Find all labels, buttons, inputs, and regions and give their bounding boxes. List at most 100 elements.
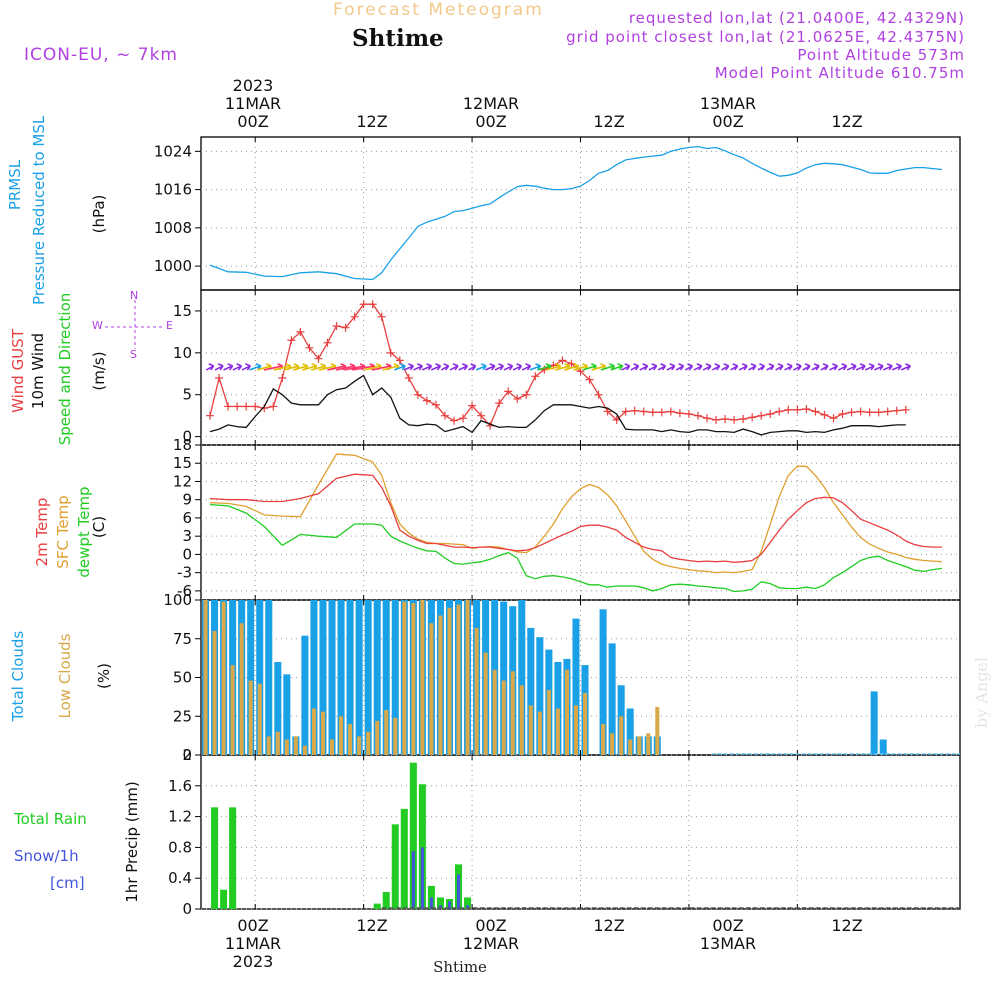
gust-marker — [440, 411, 449, 420]
low-cloud-bar — [646, 733, 651, 755]
low-cloud-bar — [564, 669, 569, 755]
top-year-label: 2023 — [232, 76, 274, 95]
gust-marker — [377, 312, 386, 321]
low-cloud-bar — [501, 680, 506, 755]
bottom-tick-12z-11mar: 12Z — [356, 916, 388, 935]
wind-arrow — [838, 363, 848, 371]
gust-marker — [630, 406, 639, 415]
low-cloud-bar — [420, 600, 425, 755]
gust-marker — [305, 343, 314, 352]
total-cloud-bar — [337, 600, 345, 755]
low-cloud-bar — [330, 739, 335, 755]
total-cloud-bar — [364, 600, 372, 755]
low-cloud-bar — [375, 720, 380, 755]
gust-marker — [341, 323, 350, 332]
top-tick-00z-12mar: 00Z — [475, 112, 507, 131]
wind-arrow — [721, 363, 730, 371]
low-cloud-bar — [510, 671, 515, 755]
bottom-tick-00z-12mar: 00Z — [475, 916, 507, 935]
wind-ytick-label: 10 — [173, 344, 192, 362]
precip-ytick-label: 1.6 — [168, 777, 192, 795]
gust-marker — [838, 410, 847, 418]
top-tick-00z-13mar: 00Z — [712, 112, 744, 131]
gust-marker — [703, 414, 711, 423]
precip-ytick-label: 2 — [182, 746, 192, 764]
location-title: Shtime — [352, 25, 444, 52]
gust-marker — [287, 336, 296, 345]
total-cloud-bar — [247, 600, 255, 755]
low-cloud-bar — [339, 716, 344, 755]
wind-arrow — [512, 363, 523, 371]
low-cloud-bar — [492, 669, 497, 755]
gust-marker — [657, 408, 666, 417]
snow-bar — [438, 905, 442, 909]
total-cloud-bar — [328, 600, 336, 755]
grid-point-coords: grid point closest lon,lat (21.0625E, 42… — [566, 28, 965, 46]
low-cloud-bar — [637, 736, 642, 755]
bottom-tick-00z-13mar: 00Z — [712, 916, 744, 935]
gust-marker — [648, 408, 657, 417]
wind-arrow — [900, 363, 911, 371]
low-cloud-bar — [293, 736, 298, 755]
wind-arrow — [829, 363, 839, 371]
wind-arrow — [431, 363, 442, 371]
wind-arrow — [784, 363, 793, 371]
wind-arrow — [458, 363, 468, 371]
low-cloud-bar — [239, 623, 244, 755]
pressure-ytick-label: 1024 — [154, 142, 192, 160]
low-cloud-bar — [284, 739, 289, 755]
gust-marker — [386, 348, 395, 357]
wind-arrow — [440, 363, 450, 371]
snow-label: Snow/1h — [14, 847, 79, 865]
total-cloud-bar — [346, 600, 354, 755]
gust-marker — [612, 415, 621, 424]
low-cloud-bar — [402, 601, 407, 755]
wind-arrow — [684, 363, 694, 371]
wind-arrow — [621, 363, 631, 371]
gust-marker — [856, 407, 865, 416]
gust-marker — [820, 410, 829, 419]
rain-bar — [220, 889, 228, 909]
wind-arrow — [748, 363, 757, 371]
gust-marker — [431, 400, 440, 409]
wind-arrow — [666, 363, 676, 371]
wind-arrow — [648, 363, 658, 371]
low-cloud-bar — [257, 683, 262, 755]
low-cloud-bar — [348, 724, 353, 755]
pressure-ytick-label: 1008 — [154, 219, 192, 237]
low-cloud-bar — [619, 716, 624, 755]
temperature-ytick-label: -3 — [177, 564, 192, 582]
model-altitude: Model Point Altitude 610.75m — [714, 64, 965, 82]
dewpt-line — [209, 503, 942, 593]
top-date-13mar: 13MAR — [699, 94, 757, 113]
low-cloud-bar — [528, 705, 533, 755]
precip-ytick-label: 0.4 — [168, 869, 192, 887]
low-cloud-bar — [655, 706, 660, 755]
low-cloud-bar — [221, 601, 226, 755]
rain-bar — [436, 897, 444, 909]
wind-arrow — [449, 363, 459, 371]
rain-bar — [391, 824, 399, 909]
low-cloud-bar — [429, 623, 434, 755]
low-cloud-bar — [203, 600, 208, 755]
gust-marker — [332, 322, 341, 331]
gust-marker — [675, 409, 684, 418]
gust-marker — [522, 390, 531, 399]
requested-coords: requested lon,lat (21.0400E, 42.4329N) — [628, 9, 965, 27]
gust-marker — [206, 411, 215, 420]
low-cloud-bar — [384, 710, 389, 755]
wind-arrow — [494, 363, 505, 371]
temperature-ytick-label: 0 — [182, 545, 192, 563]
low-cloud-bar — [302, 745, 307, 755]
low-cloud-bar — [573, 705, 578, 755]
gust-marker — [829, 414, 838, 423]
wind-arrow — [820, 363, 829, 371]
rain-bar — [400, 808, 408, 909]
low-cloud-bar — [311, 708, 316, 755]
gust-marker — [802, 404, 811, 413]
wind-arrow — [711, 363, 721, 371]
clouds-ytick-label: 50 — [173, 669, 192, 687]
wind-arrow — [855, 363, 866, 371]
bottom-date-13mar: 13MAR — [699, 934, 757, 953]
wind-arrow — [738, 363, 748, 371]
